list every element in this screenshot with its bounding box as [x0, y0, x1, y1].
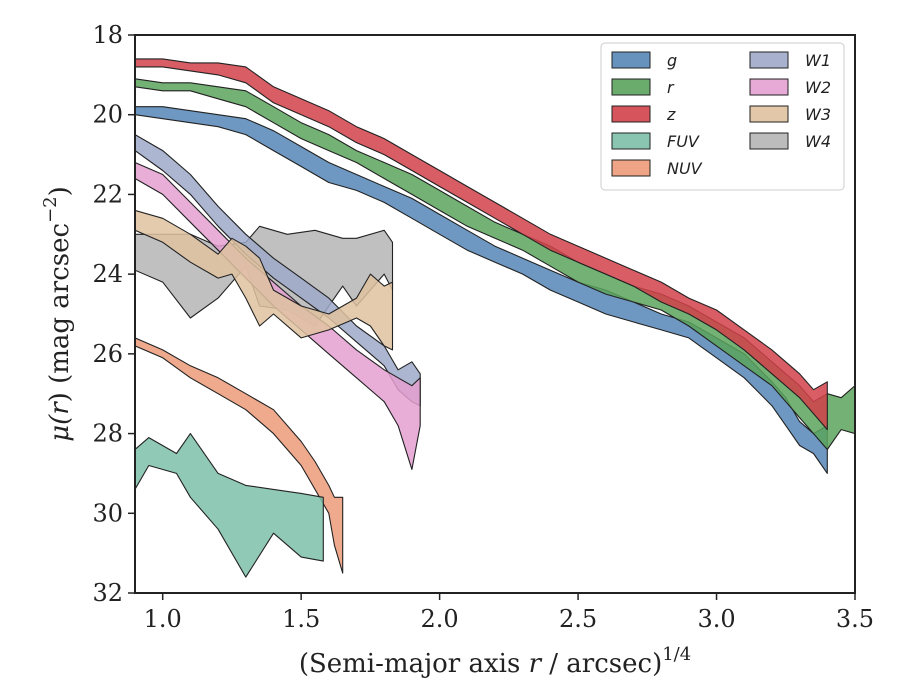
legend: grz FUV NUV W1 W2 W3 W4 [600, 42, 845, 191]
band-z [135, 58, 828, 431]
y-tick-label: 32 [92, 579, 123, 607]
x-tick-label: 1.5 [282, 605, 320, 633]
legend-label-w2: W2 [805, 78, 831, 97]
y-tick-label: 24 [92, 260, 123, 288]
x-tick-label: 1.0 [144, 605, 182, 633]
legend-swatch-w1 [749, 51, 789, 69]
legend-label-g: g [667, 51, 677, 70]
y-axis: 18 20 22 24 26 28 30 32 [92, 21, 135, 607]
legend-label-r: r [667, 78, 675, 97]
legend-swatch-g [611, 51, 651, 69]
legend-swatch-w3 [749, 105, 789, 123]
legend-swatch-fuv [611, 132, 651, 150]
legend-label-z: z [666, 105, 676, 124]
x-tick-label: 2.5 [559, 605, 597, 633]
y-tick-label: 20 [92, 101, 123, 129]
band-r [135, 78, 855, 451]
y-tick-label: 28 [92, 420, 123, 448]
legend-swatch-r [611, 78, 651, 96]
legend-label-nuv: NUV [667, 159, 703, 178]
legend-swatch-w4 [749, 132, 789, 150]
legend-swatch-z [611, 105, 651, 123]
band-w3 [135, 209, 394, 351]
plot-frame [134, 34, 856, 594]
y-tick-label: 26 [92, 340, 123, 368]
y-tick-label: 30 [92, 499, 123, 527]
band-fuv [135, 433, 324, 578]
legend-label-w3: W3 [805, 105, 831, 124]
x-axis: 1.0 1.5 2.0 2.5 3.0 3.5 [144, 593, 874, 633]
legend-label-w1: W1 [805, 51, 831, 70]
x-tick-label: 2.0 [421, 605, 459, 633]
x-axis-title: (Semi-major axis r / arcsec)1/4 [299, 644, 691, 679]
series-layer [135, 58, 855, 578]
x-tick-label: 3.0 [697, 605, 735, 633]
legend-label-w4: W4 [805, 132, 831, 151]
band-nuv [135, 337, 344, 574]
legend-swatch-nuv [611, 159, 651, 177]
x-tick-label: 3.5 [836, 605, 874, 633]
y-tick-label: 18 [92, 21, 123, 49]
legend-swatch-w2 [749, 78, 789, 96]
legend-label-fuv: FUV [667, 132, 700, 151]
band-g [135, 106, 828, 474]
y-axis-title: μ(r) (mag arcsec−2) [40, 186, 75, 442]
y-tick-label: 22 [92, 180, 123, 208]
